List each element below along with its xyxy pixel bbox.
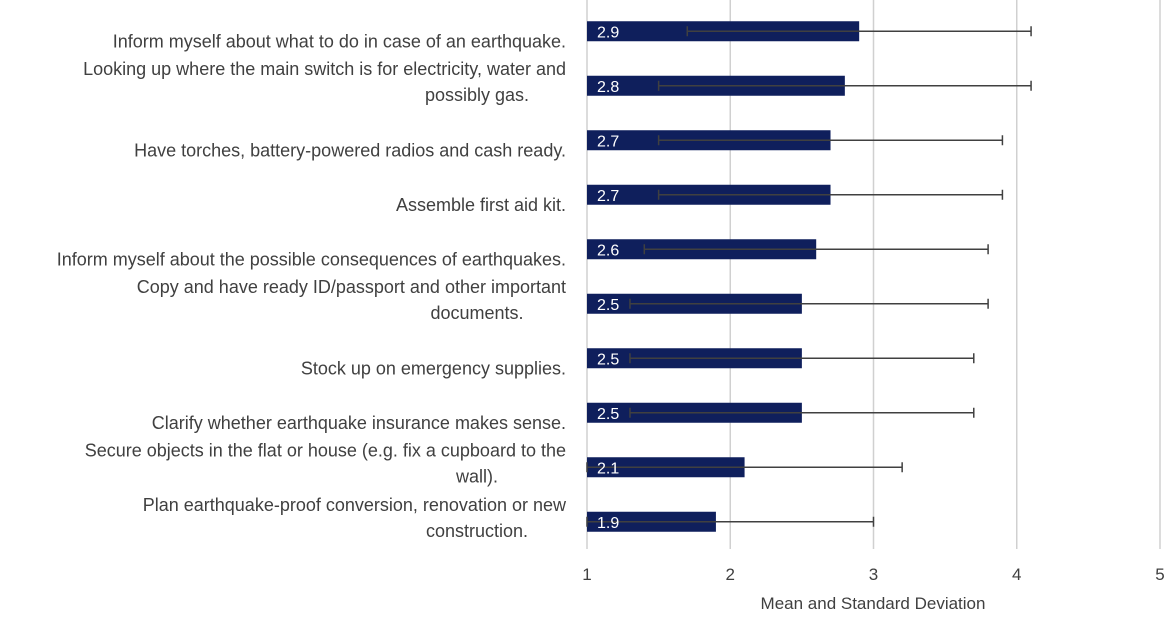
category-label: Have torches, battery-powered radios and… (134, 140, 566, 160)
category-label: Inform myself about what to do in case o… (113, 31, 566, 51)
data-label: 2.9 (597, 24, 619, 41)
category-label: Clarify whether earthquake insurance mak… (152, 413, 566, 433)
category-label: Stock up on emergency supplies. (301, 358, 566, 378)
category-label: Inform myself about the possible consequ… (57, 249, 566, 269)
data-label: 2.7 (597, 188, 619, 205)
data-label: 2.8 (597, 79, 619, 96)
data-label: 2.5 (597, 351, 619, 368)
category-label: Secure objects in the flat or house (e.g… (85, 440, 566, 486)
data-label: 2.5 (597, 406, 619, 423)
x-tick-label: 1 (582, 565, 591, 584)
data-label: 1.9 (597, 515, 619, 532)
data-label: 2.1 (597, 460, 619, 477)
data-label: 2.6 (597, 242, 619, 259)
category-label: Plan earthquake-proof conversion, renova… (143, 495, 567, 541)
x-tick-label: 2 (726, 565, 735, 584)
bars (587, 21, 860, 532)
x-tick-labels: 1 2 3 4 5 (582, 565, 1164, 584)
category-labels: Inform myself about what to do in case o… (57, 31, 567, 541)
x-tick-label: 3 (869, 565, 878, 584)
data-labels: 2.9 2.8 2.7 2.7 2.6 2.5 2.5 2.5 2.1 1.9 (597, 24, 619, 532)
x-tick-label: 4 (1012, 565, 1021, 584)
category-label: Looking up where the main switch is for … (83, 59, 566, 105)
x-axis-title: Mean and Standard Deviation (761, 594, 986, 613)
x-tick-label: 5 (1155, 565, 1164, 584)
category-label: Assemble first aid kit. (396, 195, 566, 215)
error-bars (586, 26, 1032, 527)
category-label: Copy and have ready ID/passport and othe… (137, 277, 566, 323)
data-label: 2.5 (597, 297, 619, 314)
data-label: 2.7 (597, 133, 619, 150)
